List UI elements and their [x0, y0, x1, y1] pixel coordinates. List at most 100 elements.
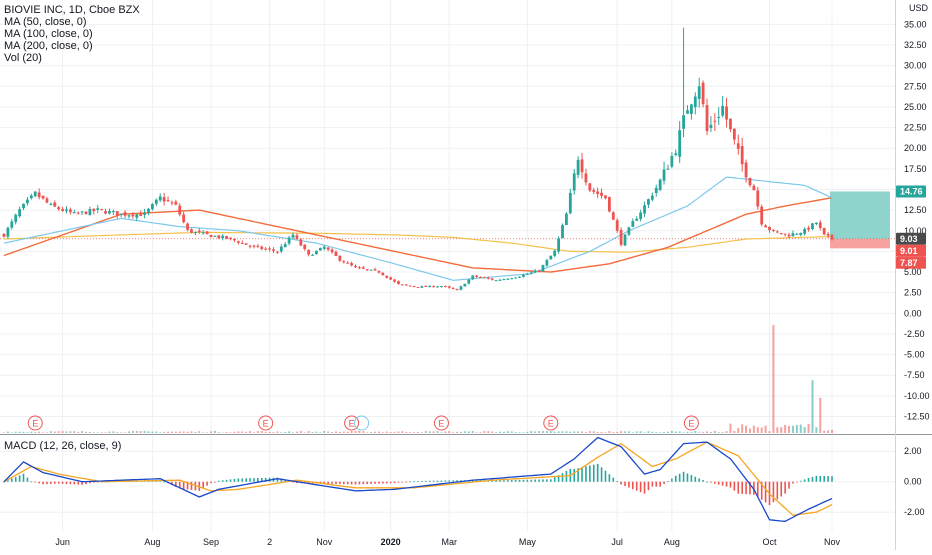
candle-body[interactable] — [811, 223, 814, 230]
candle-body[interactable] — [100, 208, 104, 210]
candle-body[interactable] — [201, 232, 205, 234]
candle-body[interactable] — [80, 211, 84, 213]
candle-body[interactable] — [283, 244, 287, 248]
candle-body[interactable] — [686, 110, 689, 114]
candle-body[interactable] — [482, 277, 486, 279]
candle-body[interactable] — [385, 275, 389, 278]
candle-body[interactable] — [775, 231, 779, 233]
macd-legend[interactable]: MACD (12, 26, close, 9) — [4, 440, 122, 452]
candle-body[interactable] — [596, 191, 600, 194]
candle-body[interactable] — [615, 220, 619, 231]
candle-body[interactable] — [557, 238, 561, 252]
earnings-marker[interactable] — [683, 415, 699, 431]
candle-body[interactable] — [123, 212, 127, 216]
candle-body[interactable] — [373, 269, 377, 271]
candle-body[interactable] — [600, 192, 603, 196]
candle-body[interactable] — [408, 285, 412, 287]
candle-body[interactable] — [822, 227, 826, 235]
candle-body[interactable] — [506, 278, 510, 280]
candle-body[interactable] — [725, 106, 728, 120]
candle-body[interactable] — [88, 209, 92, 216]
candle-body[interactable] — [424, 285, 428, 287]
position-zone[interactable] — [0, 191, 895, 249]
candle-body[interactable] — [607, 197, 611, 212]
candle-body[interactable] — [463, 283, 467, 287]
candle-body[interactable] — [471, 275, 475, 280]
candle-body[interactable] — [553, 250, 557, 256]
candle-body[interactable] — [108, 211, 111, 214]
candle-body[interactable] — [721, 105, 725, 116]
candles[interactable] — [2, 27, 834, 291]
candle-body[interactable] — [760, 206, 764, 225]
candle-body[interactable] — [256, 245, 260, 247]
candle-body[interactable] — [541, 265, 545, 272]
candle-body[interactable] — [510, 278, 514, 280]
candle-body[interactable] — [264, 248, 268, 250]
candle-body[interactable] — [229, 237, 232, 239]
candle-body[interactable] — [41, 195, 45, 199]
candle-body[interactable] — [299, 239, 303, 246]
candle-body[interactable] — [248, 245, 252, 247]
candle-body[interactable] — [182, 214, 186, 223]
earnings-marker[interactable] — [27, 415, 43, 431]
candle-body[interactable] — [404, 284, 408, 286]
candle-body[interactable] — [127, 215, 131, 217]
candle-body[interactable] — [787, 234, 791, 237]
candle-body[interactable] — [65, 209, 68, 212]
candle-body[interactable] — [354, 265, 357, 268]
candle-body[interactable] — [647, 199, 650, 205]
candle-body[interactable] — [361, 267, 365, 269]
candle-body[interactable] — [22, 203, 25, 209]
legend-ma100[interactable]: MA (100, close, 0) — [4, 28, 93, 40]
candle-body[interactable] — [197, 230, 201, 232]
candle-body[interactable] — [119, 213, 123, 215]
candle-body[interactable] — [295, 235, 299, 239]
candle-body[interactable] — [467, 279, 471, 284]
candle-body[interactable] — [545, 260, 549, 266]
candle-body[interactable] — [533, 270, 537, 273]
candle-body[interactable] — [397, 281, 400, 285]
candle-body[interactable] — [807, 227, 810, 230]
candle-body[interactable] — [440, 286, 443, 288]
candle-body[interactable] — [459, 286, 463, 290]
candle-body[interactable] — [561, 225, 564, 238]
candle-body[interactable] — [268, 248, 271, 250]
legend-ma200[interactable]: MA (200, close, 0) — [4, 40, 93, 52]
candle-body[interactable] — [205, 231, 209, 235]
candle-body[interactable] — [729, 118, 732, 130]
candle-body[interactable] — [451, 287, 455, 289]
candle-body[interactable] — [318, 247, 322, 251]
candle-body[interactable] — [650, 195, 654, 200]
candle-body[interactable] — [479, 277, 482, 279]
candle-body[interactable] — [33, 191, 37, 197]
candle-body[interactable] — [14, 214, 18, 223]
candle-body[interactable] — [151, 204, 154, 210]
candle-body[interactable] — [799, 232, 803, 235]
candle-body[interactable] — [6, 227, 10, 237]
candle-body[interactable] — [322, 246, 326, 249]
candle-body[interactable] — [549, 255, 553, 260]
candle-body[interactable] — [498, 279, 502, 281]
candle-body[interactable] — [190, 229, 193, 233]
candle-body[interactable] — [330, 249, 334, 253]
candle-body[interactable] — [45, 198, 49, 203]
candle-body[interactable] — [166, 200, 170, 202]
candle-body[interactable] — [568, 192, 572, 214]
candle-body[interactable] — [400, 284, 404, 286]
candle-body[interactable] — [736, 143, 740, 149]
candle-body[interactable] — [826, 234, 830, 236]
candle-body[interactable] — [678, 130, 682, 157]
candle-body[interactable] — [588, 183, 592, 191]
candle-body[interactable] — [61, 209, 64, 211]
profit-zone[interactable] — [830, 191, 890, 239]
loss-zone[interactable] — [830, 238, 890, 249]
candle-body[interactable] — [53, 202, 57, 207]
candle-body[interactable] — [96, 208, 100, 210]
candle-body[interactable] — [584, 173, 588, 183]
candle-body[interactable] — [135, 214, 139, 218]
candle-body[interactable] — [311, 254, 314, 256]
earnings-marker[interactable] — [543, 415, 559, 431]
candle-body[interactable] — [639, 212, 643, 220]
